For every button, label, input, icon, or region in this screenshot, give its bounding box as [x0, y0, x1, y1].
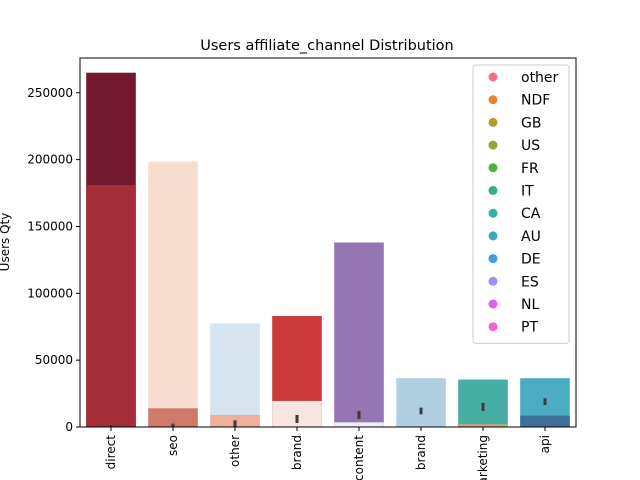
x-tick-label-3: brand [290, 435, 304, 470]
y-tick-label-100000: 100000 [27, 286, 73, 300]
bar-brand-5-layer-0 [396, 378, 446, 427]
x-tick-label-4: content [352, 435, 366, 480]
y-axis: 0 50000 100000 150000 200000 250000 [27, 86, 80, 434]
y-axis-label: Users Qty [0, 213, 12, 272]
legend-marker-CA [488, 208, 498, 218]
legend-marker-NDF [488, 95, 498, 105]
y-tick-label-0: 0 [65, 420, 73, 434]
y-tick-label-150000: 150000 [27, 219, 73, 233]
legend-marker-US [488, 140, 498, 150]
legend-marker-FR [488, 163, 498, 173]
legend-label-DE: DE [521, 252, 541, 268]
x-tick-label-6: marketing [476, 435, 490, 480]
legend-label-CA: CA [521, 206, 541, 222]
bar-direct-0-layer-1 [86, 185, 136, 427]
plot-frame [79, 57, 577, 428]
legend-marker-ES [488, 276, 498, 286]
bar-seo-1-layer-1 [148, 408, 198, 427]
bar-brand-3-layer-1 [272, 400, 322, 427]
x-tick-label-0: direct [104, 435, 118, 470]
legend-marker-GB [488, 117, 498, 127]
bar-api-7-layer-1 [520, 415, 570, 427]
legend-label-PT: PT [521, 320, 538, 336]
x-tick-label-7: api [538, 435, 552, 453]
bar-content-4-layer-0 [334, 242, 384, 427]
x-axis: direct seo other brand content brand marketing… [104, 427, 552, 480]
x-tick-label-2: other [228, 435, 242, 467]
legend-label-NDF: NDF [521, 93, 550, 109]
error-bars-group [109, 398, 547, 427]
legend-marker-IT [488, 186, 498, 195]
bar-marketing-6-layer-1 [458, 424, 508, 427]
bars-group [86, 72, 570, 428]
legend-marker-other [488, 72, 498, 82]
legend-label-GB: GB [521, 115, 541, 131]
y-tick-label-250000: 250000 [27, 86, 73, 100]
legend-label-IT: IT [521, 184, 534, 200]
legend: other NDF GB US FR IT CA AU DE ES NL PT [472, 64, 570, 344]
bar-content-4-layer-1 [334, 422, 384, 427]
y-tick-label-200000: 200000 [27, 153, 73, 167]
bar-seo-1-layer-0 [148, 161, 198, 427]
legend-frame [472, 64, 570, 344]
legend-marker-DE [488, 254, 498, 264]
legend-label-US: US [521, 138, 540, 154]
legend-label-FR: FR [521, 161, 539, 177]
chart-title: Users affiliate_channel Distribution [200, 38, 454, 54]
y-tick-label-50000: 50000 [35, 353, 73, 367]
bar-other-2-layer-0 [210, 323, 260, 427]
legend-label-ES: ES [521, 274, 539, 290]
legend-label-AU: AU [521, 229, 541, 245]
x-tick-label-5: brand [414, 435, 428, 470]
legend-label-other: other [521, 70, 559, 86]
legend-marker-PT [488, 322, 498, 332]
legend-marker-NL [488, 299, 498, 309]
x-tick-label-1: seo [166, 435, 180, 456]
legend-label-NL: NL [521, 297, 539, 313]
legend-marker-AU [488, 231, 498, 241]
